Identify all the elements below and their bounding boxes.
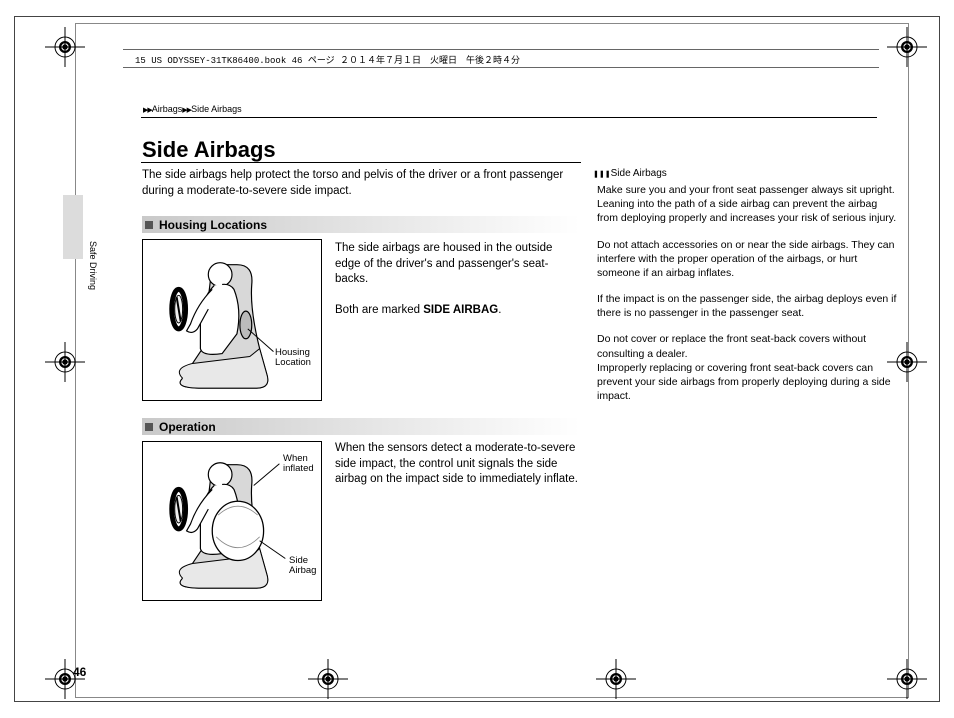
fig-label-when-inflated: When inflated (283, 454, 314, 475)
breadcrumb: ▶▶Airbags▶▶Side Airbags (143, 104, 242, 114)
sidebar-p4: Do not cover or replace the front seat-b… (597, 332, 899, 360)
section1-p2: Both are marked SIDE AIRBAG. (335, 303, 579, 319)
figure-operation: When inflated Side Airbag (142, 441, 322, 601)
figure-housing-location: Housing Location (142, 239, 322, 401)
chapter-label: Safe Driving (88, 241, 98, 290)
section1-p1: The side airbags are housed in the outsi… (335, 241, 579, 288)
sidebar-notes: Make sure you and your front seat passen… (597, 183, 899, 415)
sidebar-p5: Improperly replacing or covering front s… (597, 361, 899, 404)
breadcrumb-arrow: ▶▶ (143, 107, 152, 114)
chapter-tab (63, 195, 83, 259)
sidebar-p1: Make sure you and your front seat passen… (597, 183, 899, 226)
breadcrumb-item-1: Airbags (152, 104, 183, 114)
sidebar-p3: If the impact is on the passenger side, … (597, 292, 899, 320)
breadcrumb-underline (141, 117, 877, 118)
page-frame: 15 US ODYSSEY-31TK86400.book 46 ページ ２０１４… (14, 16, 940, 702)
section-heading-operation: Operation (142, 418, 580, 435)
fig-label-side-airbag: Side Airbag (289, 556, 316, 577)
section-heading-housing: Housing Locations (142, 216, 580, 233)
intro-text: The side airbags help protect the torso … (142, 168, 576, 199)
section1-body: The side airbags are housed in the outsi… (335, 241, 579, 319)
bullet-square-icon (145, 221, 153, 229)
sidebar-heading: ❚❚❚Side Airbags (593, 168, 667, 179)
section-title: Operation (159, 420, 216, 434)
section2-body: When the sensors detect a moderate-to-se… (335, 441, 579, 488)
breadcrumb-arrow: ▶▶ (182, 107, 191, 114)
sidebar-marker-icon: ❚❚❚ (593, 171, 611, 178)
page-title: Side Airbags (142, 137, 276, 163)
header-rule-top (123, 49, 879, 50)
header-rule-bottom (123, 67, 879, 68)
section-title: Housing Locations (159, 218, 267, 232)
sidebar-p2: Do not attach accessories on or near the… (597, 238, 899, 281)
header-metadata: 15 US ODYSSEY-31TK86400.book 46 ページ ２０１４… (135, 53, 520, 66)
breadcrumb-item-2: Side Airbags (191, 104, 242, 114)
section2-p1: When the sensors detect a moderate-to-se… (335, 441, 579, 488)
fig-label-housing: Housing Location (275, 348, 311, 369)
bullet-square-icon (145, 423, 153, 431)
page-number: 46 (73, 665, 86, 679)
title-underline (141, 162, 581, 163)
